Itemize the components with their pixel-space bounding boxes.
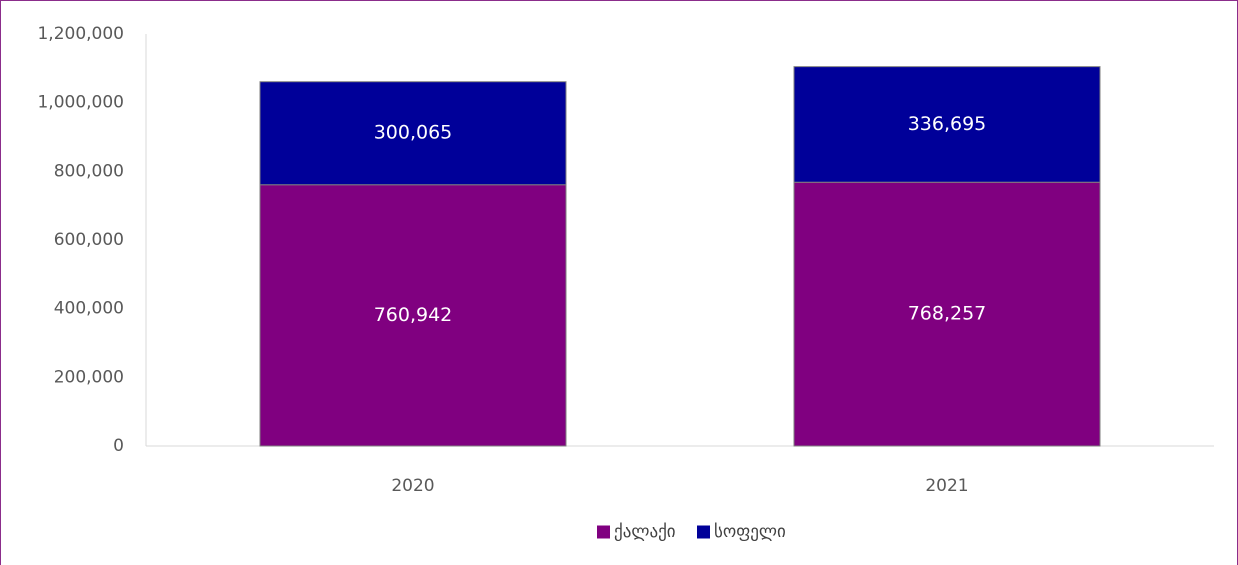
bar-segment	[259, 81, 567, 186]
x-tick-label: 2020	[391, 476, 434, 496]
bars	[259, 66, 1101, 447]
y-tick-label: 1,000,000	[37, 93, 124, 113]
bar-segment	[793, 181, 1101, 447]
bar-segment	[259, 184, 567, 447]
x-tick-label: 2021	[925, 476, 968, 496]
axes: 0 200,000 400,000 600,000 800,000 1,000,000 1,…	[37, 24, 1214, 496]
y-tick-label: 1,200,000	[37, 24, 124, 44]
legend-swatch	[697, 525, 710, 539]
data-label: 336,695	[908, 113, 987, 135]
data-label: 760,942	[374, 304, 453, 326]
bar-segment	[793, 66, 1101, 183]
y-tick-label: 800,000	[54, 161, 124, 181]
data-labels: 760,942 300,065 768,257 336,695	[374, 113, 987, 326]
y-tick-label: 0	[113, 436, 124, 456]
legend-label: ქალაქი	[614, 522, 676, 542]
legend-label: სოფელი	[714, 522, 786, 542]
data-label: 768,257	[908, 303, 987, 325]
y-tick-label: 200,000	[54, 367, 124, 387]
legend-swatch	[597, 525, 610, 539]
y-tick-label: 600,000	[54, 230, 124, 250]
y-tick-label: 400,000	[54, 299, 124, 319]
data-label: 300,065	[374, 122, 453, 144]
legend: ქალაქი სოფელი	[597, 522, 786, 542]
